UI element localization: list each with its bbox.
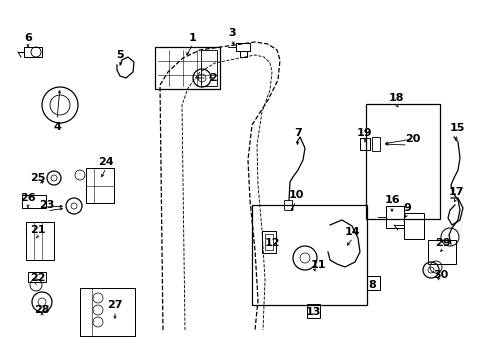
Text: 9: 9 xyxy=(402,203,410,213)
Text: 17: 17 xyxy=(447,187,463,197)
Bar xyxy=(403,213,423,239)
Text: 14: 14 xyxy=(345,227,360,237)
Text: 7: 7 xyxy=(293,128,301,138)
Text: 5: 5 xyxy=(116,50,123,60)
Bar xyxy=(201,50,217,86)
Bar xyxy=(262,231,275,253)
Bar xyxy=(28,272,46,282)
Text: 26: 26 xyxy=(20,193,36,203)
Text: 16: 16 xyxy=(384,195,399,205)
Text: 3: 3 xyxy=(228,28,235,38)
Bar xyxy=(251,205,366,305)
Bar xyxy=(22,195,46,208)
Text: 30: 30 xyxy=(432,270,447,280)
Text: 29: 29 xyxy=(434,238,450,248)
Text: 28: 28 xyxy=(34,305,50,315)
Bar xyxy=(155,47,220,89)
Text: 1: 1 xyxy=(189,33,197,43)
Bar xyxy=(284,200,291,210)
Bar xyxy=(359,138,369,150)
Text: 27: 27 xyxy=(107,300,122,310)
Bar xyxy=(365,104,439,219)
Bar xyxy=(366,276,379,290)
Text: 21: 21 xyxy=(30,225,46,235)
Bar xyxy=(385,206,403,228)
Text: 15: 15 xyxy=(448,123,464,133)
Text: 23: 23 xyxy=(39,200,55,210)
Bar xyxy=(371,137,379,151)
Text: 25: 25 xyxy=(30,173,45,183)
Text: 4: 4 xyxy=(53,122,61,132)
Text: 8: 8 xyxy=(367,280,375,290)
Text: 11: 11 xyxy=(309,260,325,270)
Bar xyxy=(24,47,42,57)
Text: 22: 22 xyxy=(30,273,46,283)
Bar xyxy=(264,234,272,250)
Bar xyxy=(240,51,246,57)
Text: 18: 18 xyxy=(387,93,403,103)
Text: 12: 12 xyxy=(264,238,279,248)
Text: 6: 6 xyxy=(24,33,32,43)
Bar xyxy=(427,240,455,264)
Text: 19: 19 xyxy=(356,128,372,138)
Bar xyxy=(236,43,249,51)
Bar xyxy=(306,304,319,318)
Text: 10: 10 xyxy=(288,190,303,200)
Text: 24: 24 xyxy=(98,157,114,167)
Text: 13: 13 xyxy=(305,307,320,317)
Bar xyxy=(26,222,54,260)
Text: 20: 20 xyxy=(405,134,420,144)
Bar xyxy=(80,288,135,336)
Bar xyxy=(86,168,114,203)
Text: 2: 2 xyxy=(209,73,217,83)
